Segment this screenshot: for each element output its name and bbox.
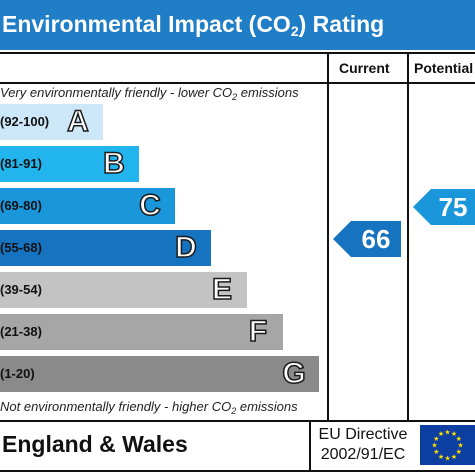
band-c: (69-80) C bbox=[0, 188, 175, 224]
frame-line-header-top bbox=[0, 52, 475, 54]
frame-line-col-potential bbox=[407, 52, 409, 422]
directive-line-1: EU Directive bbox=[318, 426, 408, 443]
frame-line-footer-divider bbox=[309, 422, 311, 470]
band-letter: E bbox=[211, 272, 233, 307]
frame-line-header-bottom bbox=[0, 82, 475, 84]
band-letter: F bbox=[248, 314, 268, 349]
band-letter: D bbox=[174, 230, 197, 265]
directive-line-2: 2002/91/EC bbox=[320, 446, 406, 463]
eu-star-icon: ★ bbox=[438, 430, 444, 438]
note-bottom-prefix: Not environmentally friendly - higher CO bbox=[0, 399, 232, 414]
band-range: (55-68) bbox=[0, 240, 42, 255]
eu-star-icon: ★ bbox=[431, 442, 437, 450]
eu-flag-icon: ★ ★ ★ ★ ★ ★ ★ ★ ★ ★ ★ ★ bbox=[420, 425, 475, 465]
title-prefix: Environmental Impact (CO bbox=[2, 11, 291, 37]
current-rating-arrow: 66 bbox=[333, 221, 401, 257]
footer-region: England & Wales bbox=[2, 431, 188, 457]
note-top-prefix: Very environmentally friendly - lower CO bbox=[0, 85, 233, 100]
band-letter: B bbox=[102, 146, 125, 181]
eu-star-icon: ★ bbox=[433, 435, 439, 443]
band-letter: G bbox=[282, 356, 307, 391]
page-title: Environmental Impact (CO2) Rating bbox=[2, 9, 384, 39]
band-range: (69-80) bbox=[0, 198, 42, 213]
note-top-suffix: emissions bbox=[237, 85, 299, 100]
current-arrow-tip bbox=[333, 221, 351, 257]
column-header-current: Current bbox=[339, 60, 390, 76]
note-bottom-suffix: emissions bbox=[236, 399, 298, 414]
band-a: (92-100) A bbox=[0, 104, 103, 140]
title-bar: Environmental Impact (CO2) Rating bbox=[0, 0, 475, 50]
eu-star-icon: ★ bbox=[433, 448, 439, 456]
title-suffix: ) Rating bbox=[298, 11, 385, 37]
band-e: (39-54) E bbox=[0, 272, 247, 308]
band-b: (81-91) B bbox=[0, 146, 139, 182]
band-range: (21-38) bbox=[0, 324, 42, 339]
eu-star-icon: ★ bbox=[451, 430, 457, 438]
potential-rating-arrow: 75 bbox=[413, 189, 475, 225]
eu-star-icon: ★ bbox=[456, 435, 462, 443]
band-letter: A bbox=[66, 104, 89, 139]
eu-star-icon: ★ bbox=[438, 453, 444, 461]
band-range: (92-100) bbox=[0, 114, 50, 129]
eu-star-icon: ★ bbox=[457, 442, 463, 450]
potential-rating-value: 75 bbox=[431, 189, 475, 225]
band-d: (55-68) D bbox=[0, 230, 211, 266]
note-top-subscript: 2 bbox=[232, 92, 238, 101]
title-subscript: 2 bbox=[290, 23, 299, 39]
band-range: (39-54) bbox=[0, 282, 42, 297]
eu-star-icon: ★ bbox=[451, 453, 457, 461]
frame-line-body-bottom bbox=[0, 420, 475, 422]
current-rating-value: 66 bbox=[351, 221, 401, 257]
frame-line-footer-bottom bbox=[0, 470, 475, 472]
eu-star-icon: ★ bbox=[444, 455, 450, 463]
footer-directive: EU Directive 2002/91/EC bbox=[312, 425, 414, 465]
band-g: (1-20) G bbox=[0, 356, 319, 392]
band-letter: C bbox=[138, 188, 161, 223]
frame-line-col-current bbox=[327, 52, 329, 422]
potential-arrow-tip bbox=[413, 189, 431, 225]
note-bottom: Not environmentally friendly - higher CO… bbox=[0, 399, 327, 414]
column-header-potential: Potential bbox=[414, 60, 474, 76]
note-top: Very environmentally friendly - lower CO… bbox=[0, 85, 327, 100]
eu-star-icon: ★ bbox=[444, 429, 450, 437]
eu-flag-stars: ★★★★★★★★★ ★ ★★ bbox=[431, 429, 463, 463]
eu-star-icon: ★ bbox=[456, 448, 462, 456]
band-range: (1-20) bbox=[0, 366, 35, 381]
note-bottom-subscript: 2 bbox=[231, 406, 237, 415]
band-f: (21-38) F bbox=[0, 314, 283, 350]
band-range: (81-91) bbox=[0, 156, 42, 171]
